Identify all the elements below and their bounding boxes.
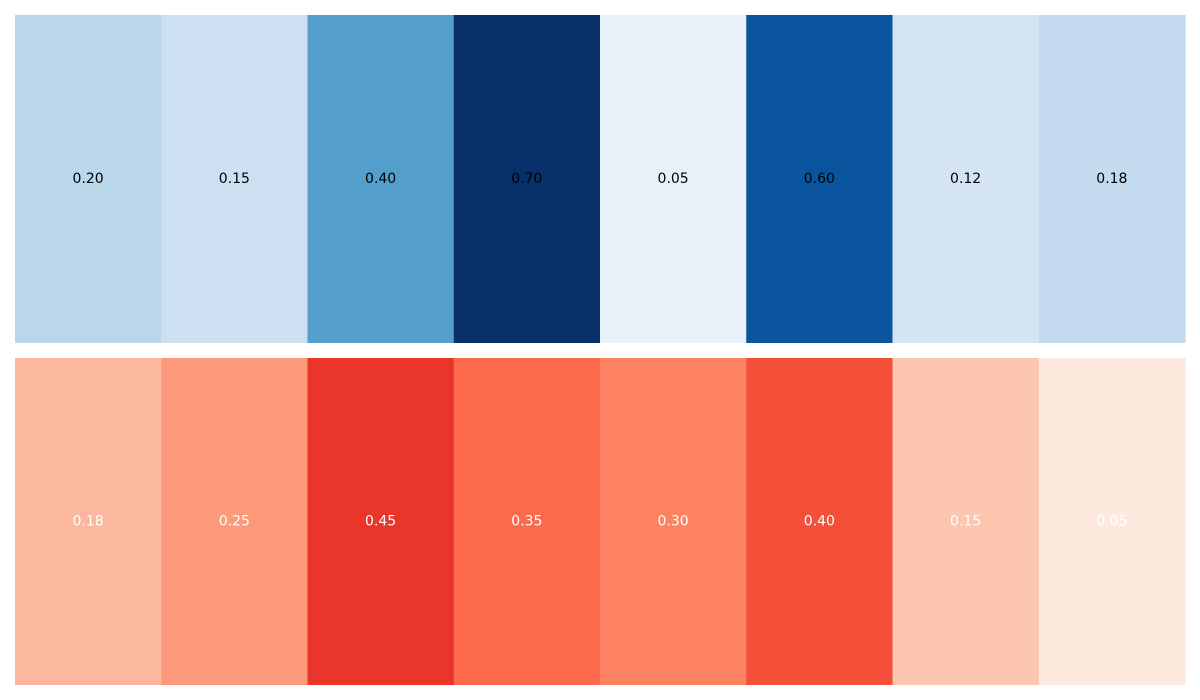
reds-heatmap-cell-label: 0.35 [511, 514, 542, 530]
reds-heatmap-cell-label: 0.15 [950, 514, 981, 530]
reds-heatmap-cell-label: 0.18 [73, 514, 104, 530]
reds-heatmap-cell-label: 0.05 [1096, 514, 1127, 530]
blues-heatmap-cell-label: 0.18 [1096, 171, 1127, 187]
reds-heatmap-cell [1038, 358, 1186, 685]
blues-heatmap-cell-label: 0.40 [365, 171, 396, 187]
reds-heatmap-cell [307, 358, 455, 685]
reds-heatmap-cell [15, 358, 162, 685]
reds-heatmap-cell [600, 358, 747, 685]
blues-heatmap-cell [15, 15, 162, 343]
blues-heatmap-cell [1038, 15, 1186, 343]
blues-heatmap-cell [453, 15, 601, 343]
reds-heatmap-cell-label: 0.40 [804, 514, 835, 530]
blues-heatmap-cell-label: 0.05 [658, 171, 689, 187]
blues-heatmap-cell-label: 0.20 [73, 171, 104, 187]
reds-heatmap-cell [453, 358, 601, 685]
blues-heatmap-cell [307, 15, 455, 343]
blues-heatmap-cell [161, 15, 309, 343]
blues-heatmap-cell-label: 0.12 [950, 171, 981, 187]
blues-heatmap-cell [746, 15, 894, 343]
reds-heatmap-cell-label: 0.30 [658, 514, 689, 530]
blues-heatmap-cell-label: 0.60 [804, 171, 835, 187]
reds-heatmap-cell-label: 0.45 [365, 514, 396, 530]
reds-heatmap-cell-label: 0.25 [219, 514, 250, 530]
reds-heatmap-cell [161, 358, 309, 685]
reds-heatmap-cell [892, 358, 1040, 685]
blues-heatmap-panel: 0.20 0.15 0.40 0.70 0.05 0.60 0.12 0.18 [15, 15, 1186, 343]
reds-heatmap-panel: 0.18 0.25 0.45 0.35 0.30 0.40 0.15 0.05 [15, 358, 1186, 685]
blues-heatmap-cell [600, 15, 747, 343]
reds-heatmap-cell [746, 358, 894, 685]
blues-heatmap-cell-label: 0.15 [219, 171, 250, 187]
blues-heatmap-cell-label: 0.70 [511, 171, 542, 187]
blues-heatmap-cell [892, 15, 1040, 343]
